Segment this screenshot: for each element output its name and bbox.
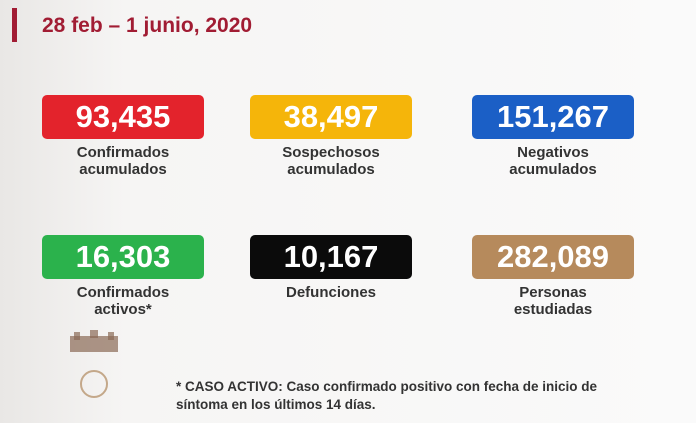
stat-label: Defunciones bbox=[285, 284, 376, 301]
stat-value: 151,267 bbox=[472, 95, 634, 139]
stat-card: 38,497 Sospechosos acumulados bbox=[250, 95, 412, 178]
stat-card: 16,303 Confirmados activos* bbox=[42, 235, 204, 318]
stat-value: 38,497 bbox=[250, 95, 412, 139]
stat-value: 93,435 bbox=[42, 95, 204, 139]
stat-card: 10,167 Defunciones bbox=[250, 235, 412, 301]
emblem bbox=[70, 330, 118, 398]
stat-value: 282,089 bbox=[472, 235, 634, 279]
stat-label: Negativos acumulados bbox=[509, 144, 597, 178]
accent-bar bbox=[12, 8, 17, 42]
stat-label: Sospechosos acumulados bbox=[282, 144, 380, 178]
stat-label: Confirmados activos* bbox=[76, 284, 170, 318]
date-title: 28 feb – 1 junio, 2020 bbox=[42, 14, 253, 37]
stat-value: 16,303 bbox=[42, 235, 204, 279]
stat-label: Personas estudiadas bbox=[513, 284, 593, 318]
footnote: * CASO ACTIVO: Caso confirmado positivo … bbox=[176, 379, 598, 412]
stat-card: 151,267 Negativos acumulados bbox=[472, 95, 634, 178]
stat-card: 93,435 Confirmados acumulados bbox=[42, 95, 204, 178]
stat-card: 282,089 Personas estudiadas bbox=[472, 235, 634, 318]
stat-value: 10,167 bbox=[250, 235, 412, 279]
stat-label: Confirmados acumulados bbox=[76, 144, 170, 178]
